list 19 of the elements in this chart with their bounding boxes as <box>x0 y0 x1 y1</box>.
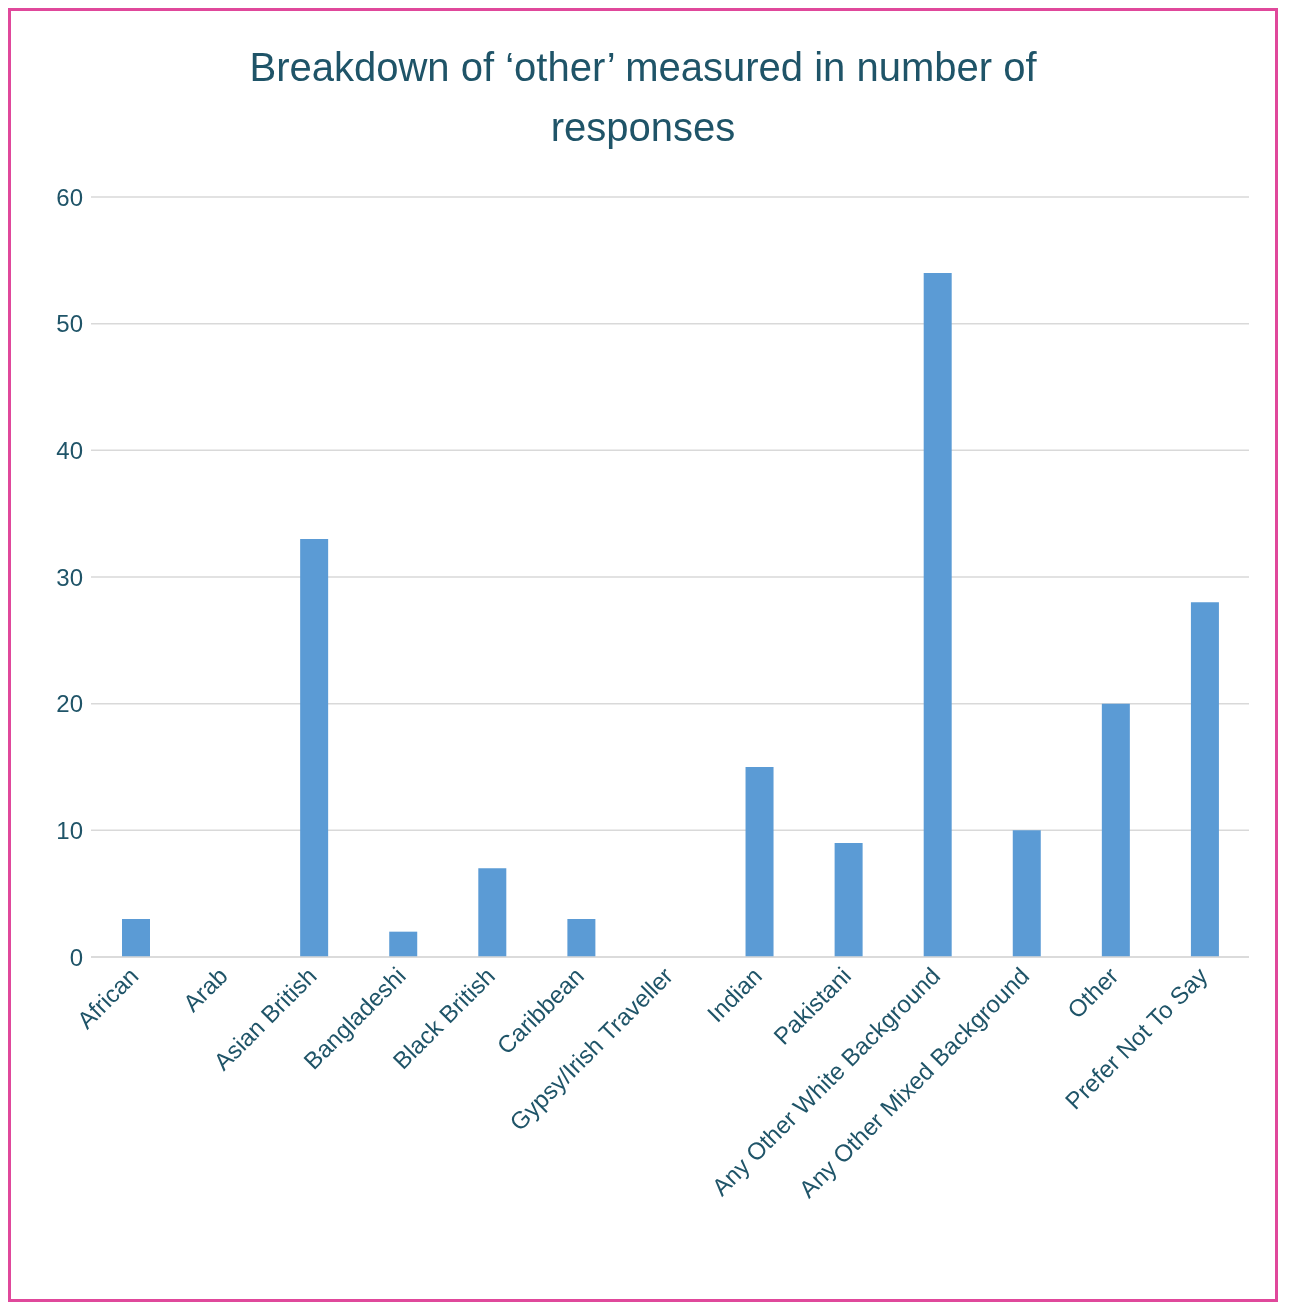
y-tick-label: 20 <box>56 690 83 718</box>
y-tick-label: 60 <box>56 183 83 211</box>
y-tick-label: 40 <box>56 436 83 464</box>
y-tick-label: 30 <box>56 563 83 591</box>
bar <box>834 843 863 957</box>
y-tick-label: 0 <box>69 943 83 971</box>
chart-title: Breakdown of ‘other’ measured in number of responses <box>248 44 1038 151</box>
bar <box>1101 703 1130 957</box>
bar <box>567 919 596 957</box>
y-tick-label: 50 <box>56 310 83 338</box>
bar <box>122 919 150 957</box>
bar <box>1012 830 1041 957</box>
bar <box>478 868 507 957</box>
bar <box>389 931 418 957</box>
bar <box>1190 602 1219 957</box>
bar <box>923 273 952 957</box>
bar <box>745 767 774 957</box>
bar <box>300 539 329 957</box>
y-tick-label: 10 <box>56 816 83 844</box>
